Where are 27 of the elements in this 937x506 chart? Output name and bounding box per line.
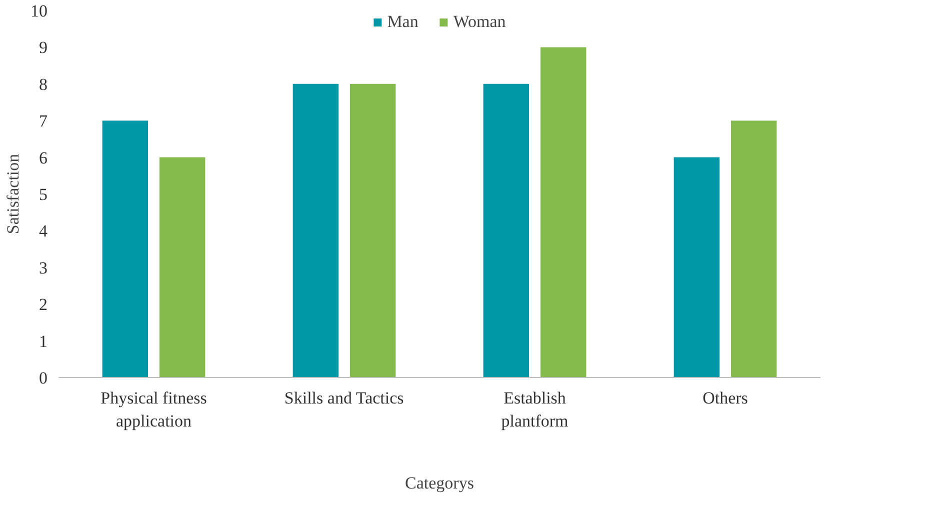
x-tick-label: Physical fitness application xyxy=(100,388,207,430)
y-axis-title: Satisfaction xyxy=(4,153,22,234)
bar xyxy=(159,157,206,378)
y-tick-label: 7 xyxy=(39,112,48,131)
bar xyxy=(730,120,777,378)
x-tick-label: Establish plantform xyxy=(501,388,568,430)
y-tick-label: 10 xyxy=(30,2,48,20)
y-tick-label: 6 xyxy=(39,148,48,168)
y-tick-label: 9 xyxy=(39,38,48,58)
y-tick-label: 5 xyxy=(39,185,48,204)
bar xyxy=(102,120,148,378)
x-tick-label: Others xyxy=(702,388,748,408)
bar xyxy=(540,47,586,378)
legend-label: Woman xyxy=(453,12,506,32)
y-tick-label: 1 xyxy=(39,332,48,351)
bar xyxy=(674,157,720,378)
x-tick-label: Skills and Tactics xyxy=(284,388,404,408)
bar xyxy=(483,84,530,378)
y-tick-label: 3 xyxy=(39,258,48,278)
y-tick-label: 2 xyxy=(39,295,48,314)
bar xyxy=(350,84,396,378)
x-axis-title: Categorys xyxy=(405,473,474,492)
bar xyxy=(292,84,339,378)
y-tick-label: 0 xyxy=(39,368,48,388)
legend-label: Man xyxy=(387,12,418,32)
y-tick-label: 4 xyxy=(39,222,48,241)
y-tick-label: 8 xyxy=(39,74,48,94)
